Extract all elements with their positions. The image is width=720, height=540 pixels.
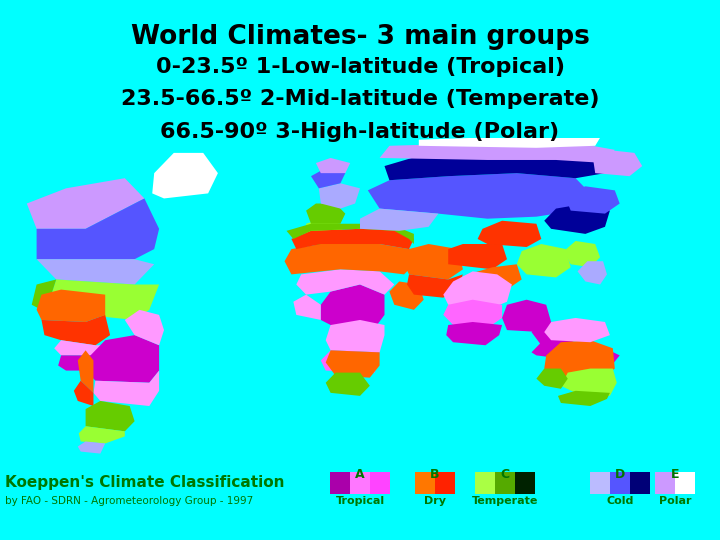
Polygon shape [306, 204, 346, 224]
Polygon shape [561, 368, 617, 396]
Polygon shape [58, 355, 100, 370]
Polygon shape [86, 335, 159, 383]
Polygon shape [325, 373, 370, 396]
Text: Cold: Cold [606, 496, 634, 506]
Polygon shape [325, 350, 379, 377]
Polygon shape [42, 315, 110, 345]
Polygon shape [78, 442, 105, 454]
Polygon shape [37, 289, 105, 322]
Polygon shape [558, 391, 610, 406]
Polygon shape [51, 280, 159, 320]
Polygon shape [284, 244, 414, 274]
Bar [435, 472, 455, 494]
Text: Polar: Polar [659, 496, 691, 506]
Polygon shape [27, 178, 145, 229]
Polygon shape [321, 350, 379, 373]
Polygon shape [502, 300, 551, 332]
Polygon shape [306, 219, 346, 249]
Bar [475, 472, 495, 494]
Polygon shape [564, 241, 600, 267]
Bar [330, 472, 350, 494]
Polygon shape [544, 318, 610, 342]
Polygon shape [577, 261, 607, 285]
Bar [370, 472, 390, 494]
Bar [610, 472, 630, 494]
Text: World Climates- 3 main groups: World Climates- 3 main groups [130, 24, 590, 50]
Text: Dry: Dry [424, 496, 446, 506]
Polygon shape [86, 401, 135, 431]
Polygon shape [37, 198, 159, 259]
Polygon shape [311, 168, 346, 188]
Bar [590, 472, 610, 494]
Polygon shape [321, 285, 384, 328]
Text: B: B [431, 468, 440, 481]
Polygon shape [78, 350, 94, 393]
Polygon shape [468, 264, 522, 289]
Text: C: C [500, 468, 510, 481]
Polygon shape [444, 271, 512, 310]
Polygon shape [404, 244, 463, 280]
Text: 23.5-66.5º 2-Mid-latitude (Temperate): 23.5-66.5º 2-Mid-latitude (Temperate) [121, 89, 599, 109]
Polygon shape [517, 244, 571, 278]
Polygon shape [536, 368, 568, 389]
Polygon shape [316, 241, 350, 259]
Polygon shape [37, 259, 154, 285]
Text: by FAO - SDRN - Agrometeorology Group - 1997: by FAO - SDRN - Agrometeorology Group - … [5, 496, 253, 506]
Polygon shape [74, 381, 94, 406]
Polygon shape [297, 269, 395, 295]
Polygon shape [531, 340, 585, 361]
Polygon shape [293, 295, 321, 320]
Polygon shape [78, 426, 125, 443]
Polygon shape [287, 224, 414, 244]
Polygon shape [32, 280, 56, 310]
Polygon shape [360, 208, 438, 231]
Polygon shape [384, 153, 605, 180]
Polygon shape [593, 150, 642, 176]
Polygon shape [125, 310, 164, 345]
Polygon shape [292, 229, 414, 249]
Text: Tropical: Tropical [336, 496, 384, 506]
Text: 0-23.5º 1-Low-latitude (Tropical): 0-23.5º 1-Low-latitude (Tropical) [156, 57, 564, 77]
Polygon shape [419, 136, 600, 148]
Polygon shape [368, 173, 595, 219]
Polygon shape [446, 322, 502, 345]
Polygon shape [448, 244, 507, 269]
Polygon shape [379, 143, 615, 163]
Polygon shape [319, 183, 360, 208]
Text: 66.5-90º 3-High-latitude (Polar): 66.5-90º 3-High-latitude (Polar) [161, 122, 559, 141]
Text: D: D [615, 468, 625, 481]
Polygon shape [544, 204, 610, 234]
Polygon shape [152, 153, 218, 198]
Bar [675, 472, 695, 494]
Bar [630, 472, 650, 494]
Text: Koeppen's Climate Classification: Koeppen's Climate Classification [5, 475, 284, 490]
Polygon shape [531, 322, 571, 347]
Polygon shape [564, 186, 620, 214]
Polygon shape [574, 348, 620, 368]
Bar [515, 472, 535, 494]
Polygon shape [444, 300, 502, 328]
Bar [415, 472, 435, 494]
Text: E: E [671, 468, 679, 481]
Polygon shape [477, 221, 541, 247]
Bar [495, 472, 515, 494]
Text: A: A [355, 468, 365, 481]
Bar [350, 472, 370, 494]
Polygon shape [325, 320, 384, 353]
Polygon shape [316, 158, 350, 173]
Polygon shape [407, 274, 463, 298]
Polygon shape [390, 281, 423, 310]
Polygon shape [54, 340, 110, 355]
Text: Temperate: Temperate [472, 496, 538, 506]
Polygon shape [544, 340, 615, 379]
Bar [655, 472, 675, 494]
Polygon shape [94, 370, 159, 406]
